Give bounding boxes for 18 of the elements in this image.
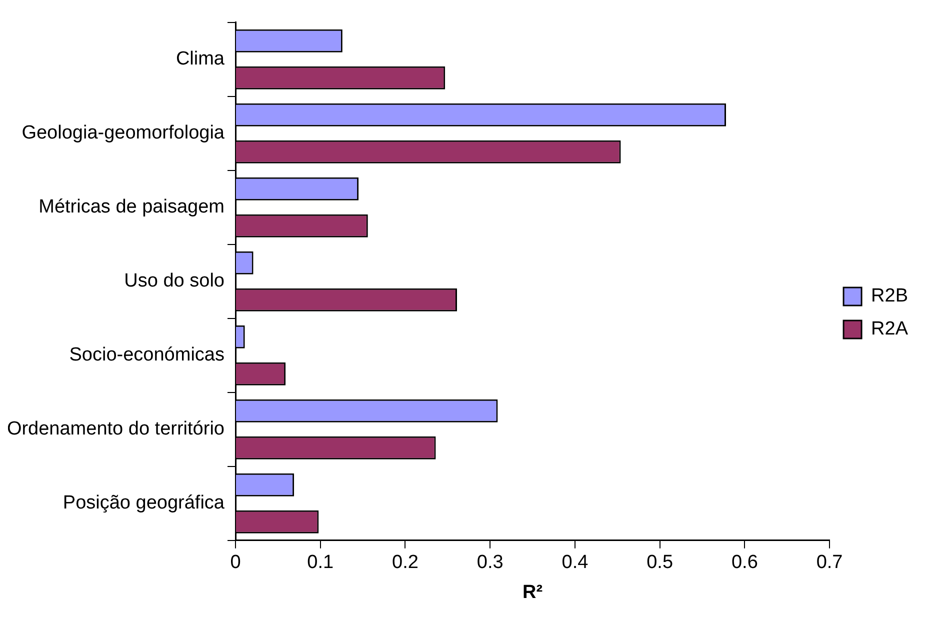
legend-label: R2A (871, 318, 908, 340)
x-tick-label: 0.4 (562, 552, 589, 574)
x-tick-label: 0.2 (392, 552, 418, 574)
y-tick-label: Posição geográfica (62, 492, 225, 514)
y-tick-label: Ordenamento do território (6, 418, 224, 440)
legend-label: R2B (871, 286, 908, 307)
y-tick-label: Clima (176, 48, 225, 70)
x-tick-label: 0.5 (646, 552, 674, 574)
x-tick-label: 0 (230, 552, 241, 574)
x-tick-label: 0.3 (476, 552, 504, 574)
y-tick-label: Métricas de paisagem (38, 196, 224, 218)
y-tick-label: Geologia-geomorfologia (22, 122, 225, 144)
y-tick-label: Socio-económicas (69, 344, 224, 366)
x-tick-label: 0.7 (816, 552, 843, 574)
x-axis-title: R² (522, 582, 543, 603)
y-tick-label: Uso do solo (124, 270, 224, 292)
x-tick-label: 0.1 (307, 552, 334, 574)
x-tick-label: 0.6 (731, 552, 758, 574)
